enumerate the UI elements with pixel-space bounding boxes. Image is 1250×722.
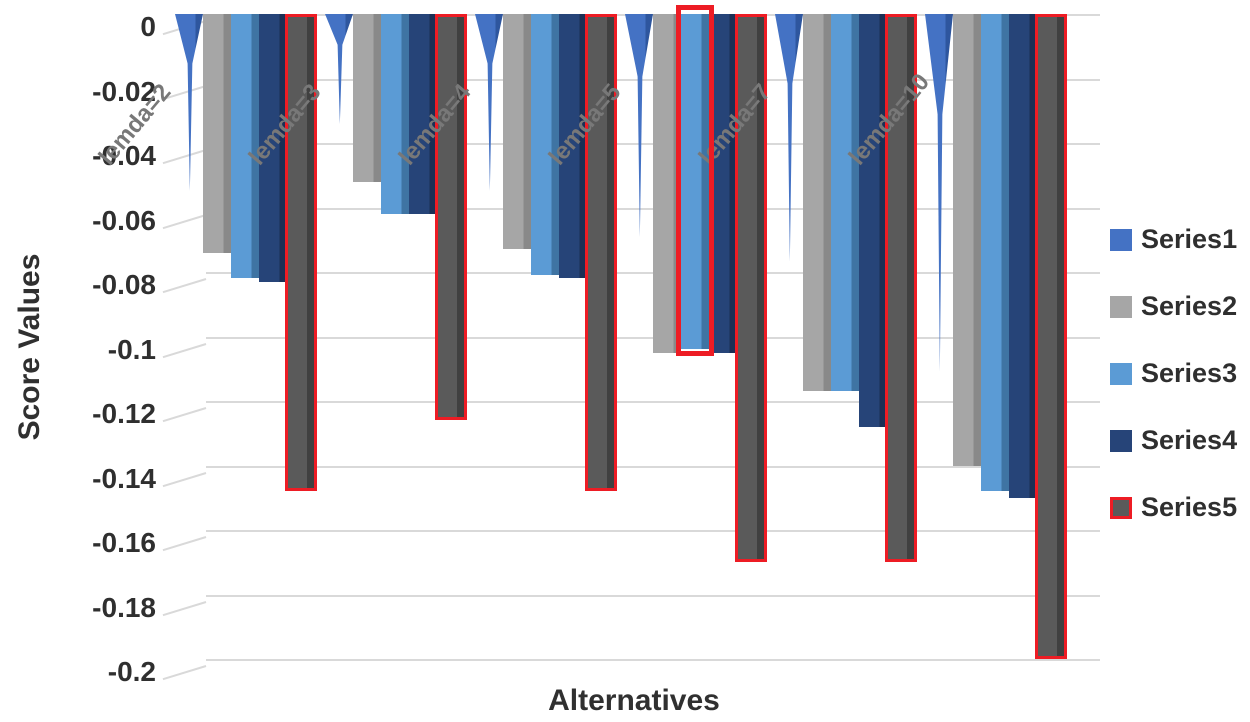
bar-series5-lemda=3 <box>435 14 467 420</box>
bar-series4-lemda=2 <box>259 14 287 282</box>
bar-series4-lemda=3 <box>409 14 437 214</box>
legend-item-series1: Series1 <box>1110 226 1237 253</box>
bar-series5-lemda=4 <box>585 14 617 491</box>
y-axis-tick-label: 0 <box>140 11 156 42</box>
y-axis-tick-label: -0.18 <box>92 591 156 623</box>
bar-series3-lemda=3 <box>381 14 409 214</box>
y-axis-title: Score Values <box>13 253 46 441</box>
bar-series4-lemda=7 <box>859 14 887 427</box>
bar-series5-lemda=10 <box>1035 14 1067 659</box>
legend-label: Series2 <box>1141 291 1238 321</box>
legend-item-series4: Series4 <box>1110 427 1237 454</box>
gridline-depth-connector <box>162 536 207 552</box>
bar-series1-lemda=5 <box>625 14 653 237</box>
y-axis-tick-label: -0.14 <box>92 462 156 494</box>
legend-label: Series1 <box>1141 224 1238 254</box>
gridline-depth-connector <box>162 213 207 229</box>
bar-series1-lemda=2 <box>175 14 203 191</box>
legend-label: Series3 <box>1141 358 1238 388</box>
gridline-depth-connector <box>162 149 207 165</box>
gridline-depth-connector <box>162 665 207 681</box>
legend-label: Series4 <box>1141 425 1238 455</box>
gridline-depth-connector <box>162 278 207 294</box>
bar-series4-lemda=4 <box>559 14 587 278</box>
gridline-depth-connector <box>162 600 207 616</box>
gridline <box>206 659 1100 661</box>
gridline <box>206 465 1100 468</box>
bar-series3-lemda=5 <box>681 14 709 349</box>
y-axis-tick-label: -0.02 <box>92 75 156 107</box>
highlight-outline <box>676 5 714 356</box>
legend-item-series5: Series5 <box>1110 494 1237 521</box>
y-axis-tick-label: -0.16 <box>92 527 156 558</box>
bar-series4-lemda=10 <box>1009 14 1037 498</box>
bar-series1-lemda=7 <box>775 14 803 262</box>
bar-series1-lemda=3 <box>325 14 353 124</box>
bar-series3-lemda=10 <box>981 14 1009 491</box>
gridline-depth-connector <box>162 342 207 358</box>
bar-series3-lemda=4 <box>531 14 559 275</box>
legend-item-series3: Series3 <box>1110 360 1237 387</box>
gridline <box>206 401 1100 403</box>
bar-series1-lemda=4 <box>475 14 503 191</box>
y-axis-tick-label: -0.04 <box>92 140 156 171</box>
legend-item-series2: Series2 <box>1110 293 1237 320</box>
legend-swatch-icon <box>1110 429 1132 452</box>
legend-swatch-icon <box>1110 295 1132 318</box>
bar-series2-lemda=3 <box>353 14 381 182</box>
bar-series3-lemda=7 <box>831 14 859 391</box>
bar-series5-lemda=7 <box>885 14 917 562</box>
legend-swatch-icon <box>1110 362 1132 385</box>
gridline <box>206 594 1100 597</box>
y-axis-tick-label: -0.1 <box>107 333 156 365</box>
bar-series3-lemda=2 <box>231 14 259 278</box>
legend: Series1 Series2 Series3 Series4 Series5 <box>1110 226 1237 521</box>
bar-series1-lemda=10 <box>925 14 953 372</box>
y-axis-tick-label: -0.08 <box>92 269 156 300</box>
y-axis-tick-label: -0.12 <box>92 398 156 429</box>
bar-series2-lemda=4 <box>503 14 531 249</box>
legend-label: Series5 <box>1141 492 1238 522</box>
legend-swatch-icon <box>1110 228 1132 251</box>
bar-series5-lemda=2 <box>285 14 317 491</box>
gridline <box>206 530 1100 532</box>
bar-series5-lemda=5 <box>735 14 767 562</box>
bar-series2-lemda=10 <box>953 14 981 466</box>
y-axis-tick-label: -0.06 <box>92 204 156 236</box>
y-axis-tick-label: -0.2 <box>107 656 156 687</box>
bar-series2-lemda=7 <box>803 14 831 391</box>
gridline-depth-connector <box>162 407 207 423</box>
legend-swatch-icon <box>1110 496 1132 519</box>
gridline-depth-connector <box>162 471 207 487</box>
x-axis-title: Alternatives <box>548 684 720 717</box>
bar-series2-lemda=2 <box>203 14 231 253</box>
